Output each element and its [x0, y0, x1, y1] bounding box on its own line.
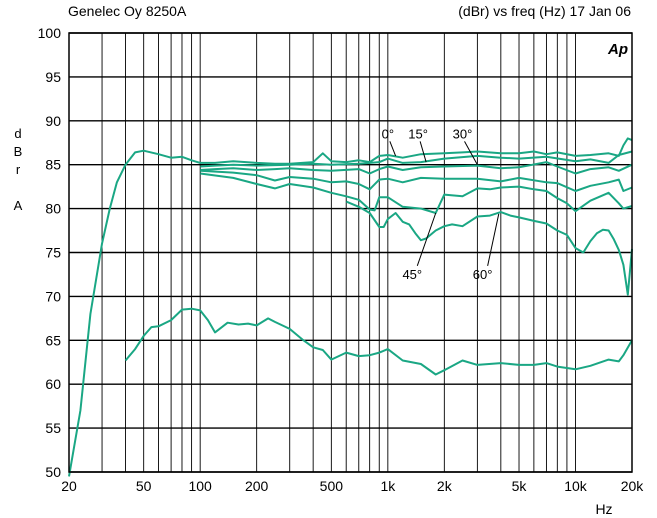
- annotation-label: 60°: [473, 267, 493, 282]
- series-annotations: 0° 15° 30° 45° 60°: [382, 126, 493, 281]
- y-axis-label-char: r: [15, 162, 21, 177]
- x-axis-label: Hz: [595, 501, 612, 517]
- x-tick-label: 20k: [621, 478, 645, 494]
- y-tick-label: 50: [45, 464, 61, 480]
- series-line-2: [200, 161, 633, 175]
- y-tick-label: 85: [45, 157, 61, 173]
- y-axis-label-char: d: [14, 126, 22, 141]
- y-tick-label: 60: [45, 376, 61, 392]
- y-axis-label-char: A: [13, 198, 23, 213]
- x-tick-label: 1k: [380, 478, 396, 494]
- x-tick-label: 100: [188, 478, 212, 494]
- y-axis-label-char: B: [13, 144, 23, 159]
- annotation-leader-line: [389, 141, 397, 157]
- annotation-label: 45°: [402, 267, 422, 282]
- x-tick-label: 200: [245, 478, 269, 494]
- grid-lines: [69, 32, 632, 473]
- annotation-leader-line: [419, 141, 427, 163]
- annotation-label: 15°: [408, 126, 428, 141]
- y-tick-label: 65: [45, 332, 61, 348]
- y-tick-label: 75: [45, 245, 61, 261]
- series-line-3: [200, 169, 633, 192]
- y-tick-label: 70: [45, 288, 61, 304]
- annotation-leader-line: [487, 213, 500, 266]
- plot-frame: [68, 32, 633, 473]
- x-tick-label: 5k: [512, 478, 528, 494]
- series-line-0: [68, 137, 633, 477]
- series-line-6: [124, 307, 633, 376]
- y-tick-label: 90: [45, 113, 61, 129]
- series-line-4: [200, 172, 633, 214]
- annotation-leader-line: [416, 212, 437, 267]
- header-device-title: Genelec Oy 8250A: [68, 3, 187, 19]
- annotation-leader-line: [464, 141, 478, 165]
- y-tick-label: 55: [45, 420, 61, 436]
- x-tick-label: 50: [136, 478, 152, 494]
- annotation-label: 30°: [453, 126, 473, 141]
- series-line-1: [200, 150, 633, 168]
- x-tick-label: 500: [320, 478, 344, 494]
- y-tick-label: 100: [38, 25, 62, 41]
- ap-logo: Ap: [607, 41, 628, 58]
- x-tick-label: 20: [61, 478, 77, 494]
- y-tick-label: 95: [45, 69, 61, 85]
- x-tick-label: 2k: [437, 478, 453, 494]
- y-tick-labels: 50 55 60 65 70 75 80 85 90 95 100: [38, 25, 62, 480]
- series-line-5: [345, 200, 633, 296]
- y-tick-label: 80: [45, 201, 61, 217]
- header-measurement-info: (dBr) vs freq (Hz) 17 Jan 06: [458, 3, 631, 19]
- annotation-label: 0°: [382, 126, 394, 141]
- response-curves: [68, 137, 633, 477]
- x-tick-label: 10k: [564, 478, 588, 494]
- x-tick-labels: 20 50 100 200 500 1k 2k 5k 10k 20k: [61, 478, 644, 494]
- annotation-leaders: [389, 141, 500, 267]
